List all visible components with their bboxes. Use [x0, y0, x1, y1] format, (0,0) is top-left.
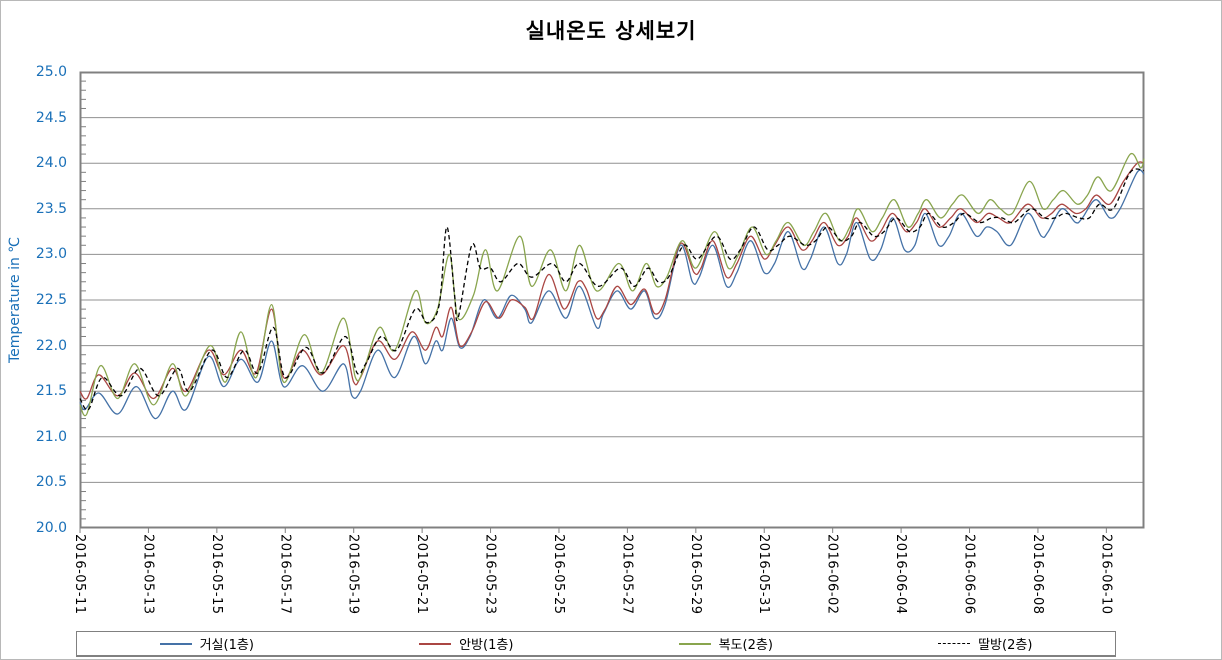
series-line-0	[79, 169, 1145, 420]
x-tick-label: 2016-06-08	[1029, 534, 1045, 615]
x-tick-label: 2016-05-29	[687, 534, 703, 615]
series-line-1	[79, 161, 1145, 400]
y-tick-label: 24.0	[35, 155, 67, 172]
series-line-3	[79, 168, 1145, 411]
y-tick-label: 22.5	[35, 292, 67, 308]
plot-frame	[79, 71, 1145, 529]
legend-item: 거실(1층)	[159, 634, 254, 653]
x-tick-label: 2016-05-15	[208, 534, 224, 615]
x-tick-label: 2016-05-19	[345, 534, 361, 615]
x-tick-label: 2016-06-10	[1098, 534, 1114, 615]
y-tick-label: 23.0	[35, 246, 67, 263]
chart-title: 실내온도 상세보기	[525, 19, 697, 43]
legend-line-swatch	[159, 642, 192, 645]
x-tick-label: 2016-05-25	[550, 534, 566, 615]
y-tick-label: 21.0	[35, 428, 67, 445]
y-tick-label: 22.0	[35, 337, 67, 354]
legend-label: 안방(1층)	[459, 638, 514, 653]
legend-item: 안방(1층)	[419, 634, 513, 653]
legend-label: 거실(1층)	[199, 638, 254, 653]
y-tick-label: 20.0	[35, 520, 67, 536]
y-tick-label: 20.5	[35, 474, 67, 491]
x-tick-label: 2016-05-11	[72, 534, 87, 615]
x-tick-label: 2016-05-17	[277, 534, 293, 615]
legend-item: 딸방(2층)	[938, 634, 1032, 653]
y-tick-label: 25.0	[35, 64, 67, 80]
legend-label: 딸방(2층)	[978, 638, 1033, 653]
legend-label: 복도(2층)	[718, 638, 773, 653]
y-tick-label: 24.5	[35, 109, 67, 126]
y-tick-label: 21.5	[35, 383, 67, 400]
x-tick-label: 2016-05-27	[619, 534, 635, 615]
x-tick-label: 2016-06-06	[961, 534, 977, 615]
legend: 거실(1층) 안방(1층) 복도(2층) 딸방(2층)	[76, 631, 1116, 657]
x-tick-label: 2016-06-02	[824, 534, 840, 615]
x-tick-label: 2016-06-04	[893, 534, 909, 615]
legend-line-swatch	[938, 643, 971, 644]
x-tick-label: 2016-05-23	[482, 534, 498, 615]
legend-line-swatch	[419, 642, 452, 645]
legend-line-swatch	[678, 642, 711, 645]
series-line-2	[79, 152, 1145, 417]
x-tick-label: 2016-05-21	[414, 534, 430, 615]
legend-item: 복도(2층)	[678, 634, 773, 653]
x-tick-label: 2016-05-13	[140, 534, 156, 615]
y-tick-label: 23.5	[35, 200, 67, 217]
x-tick-label: 2016-05-31	[756, 534, 772, 615]
